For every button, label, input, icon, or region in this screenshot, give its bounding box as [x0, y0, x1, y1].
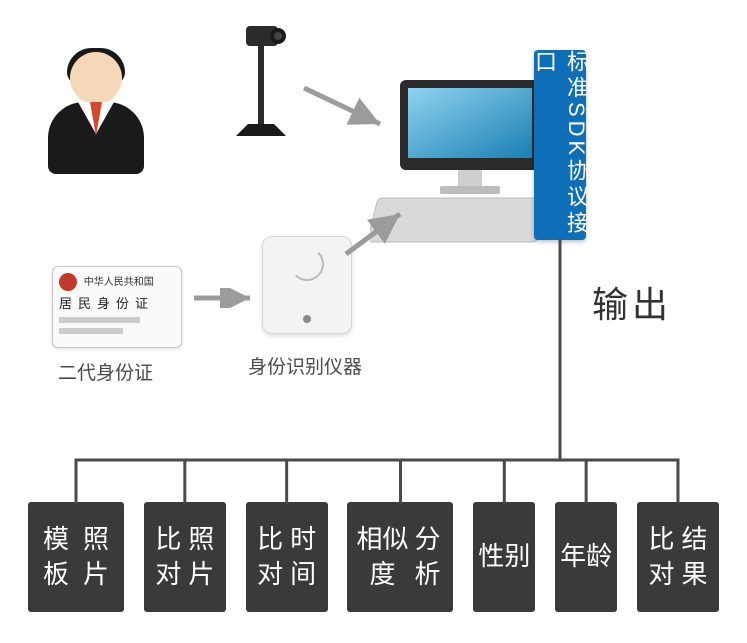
output-box-6: 比对结果 [637, 502, 719, 612]
camera-icon [216, 18, 306, 148]
output-box-6-line1: 比对 [645, 522, 678, 592]
id-card-label: 二代身份证 [58, 358, 153, 385]
output-box-2: 比对时间 [246, 502, 328, 612]
output-box-4-line1: 性 [478, 539, 504, 574]
person-icon [40, 52, 152, 192]
output-label: 输出 [592, 276, 672, 328]
card-reader-icon [262, 236, 352, 334]
output-box-4: 性别 [473, 502, 535, 612]
output-box-5-line2: 龄 [586, 539, 612, 574]
output-box-2-line2: 时间 [287, 522, 320, 592]
reader-label: 身份识别仪器 [248, 352, 362, 379]
national-emblem-icon [59, 273, 77, 291]
output-box-0-line1: 模板 [36, 522, 76, 592]
output-box-6-line2: 结果 [678, 522, 711, 592]
output-box-5: 年龄 [555, 502, 617, 612]
id-card-header-small: 中华人民共和国 [84, 277, 154, 288]
output-box-1: 比对照片 [144, 502, 226, 612]
output-box-1-line2: 照片 [185, 522, 218, 592]
arrow-camera-to-computer [300, 80, 400, 140]
output-box-4-line2: 别 [504, 539, 530, 574]
sdk-box: 标准SDK协议接口 [534, 50, 586, 240]
output-box-3: 相似度分析 [347, 502, 453, 612]
arrow-idcard-to-reader [192, 288, 262, 308]
sdk-text: 标准SDK协议接口 [528, 50, 592, 240]
output-box-2-line1: 比对 [254, 522, 287, 592]
output-box-0: 模板照片 [28, 502, 124, 612]
output-box-3-line2: 分析 [409, 522, 445, 592]
output-box-3-line1: 相似度 [355, 522, 409, 592]
arrow-reader-to-computer [342, 204, 412, 264]
outputs-row: 模板照片比对照片比对时间相似度分析性别年龄比对结果 [28, 502, 719, 612]
output-box-1-line1: 比对 [152, 522, 185, 592]
id-card-header-big: 居民身份证 [59, 293, 175, 312]
output-box-5-line1: 年 [560, 539, 586, 574]
output-box-0-line2: 照片 [76, 522, 116, 592]
id-card: 中华人民共和国 居民身份证 [52, 266, 182, 348]
